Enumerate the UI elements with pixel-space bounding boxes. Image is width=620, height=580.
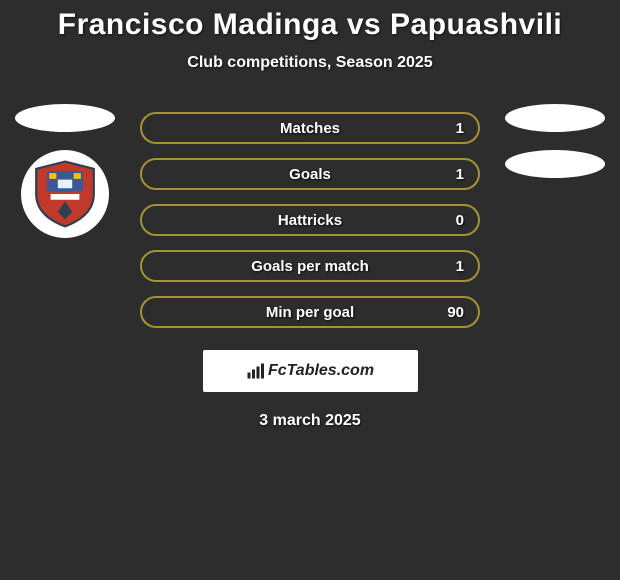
fc-dila-logo bbox=[21, 150, 109, 238]
page-title: Francisco Madinga vs Papuashvili bbox=[0, 8, 620, 42]
date-label: 3 march 2025 bbox=[0, 412, 620, 430]
brand-label: FcTables.com bbox=[268, 362, 374, 380]
stat-value: 1 bbox=[456, 120, 464, 137]
stat-label: Min per goal bbox=[266, 304, 354, 321]
stat-value: 90 bbox=[447, 304, 464, 321]
stat-row-goals-per-match: Goals per match 1 bbox=[140, 250, 480, 282]
right-column bbox=[500, 104, 610, 178]
stat-row-hattricks: Hattricks 0 bbox=[140, 204, 480, 236]
stat-value: 1 bbox=[456, 258, 464, 275]
stat-label: Goals bbox=[289, 166, 331, 183]
stat-row-matches: Matches 1 bbox=[140, 112, 480, 144]
stat-row-goals: Goals 1 bbox=[140, 158, 480, 190]
player-photo-placeholder-right-1 bbox=[505, 104, 605, 132]
left-column bbox=[10, 104, 120, 238]
stat-rows: Matches 1 Goals 1 Hattricks 0 Goals per … bbox=[140, 112, 480, 328]
subtitle: Club competitions, Season 2025 bbox=[0, 54, 620, 72]
stat-label: Matches bbox=[280, 120, 340, 137]
brand-badge[interactable]: FcTables.com bbox=[203, 350, 418, 392]
stat-row-min-per-goal: Min per goal 90 bbox=[140, 296, 480, 328]
stat-label: Goals per match bbox=[251, 258, 369, 275]
player-photo-placeholder-right-2 bbox=[505, 150, 605, 178]
brand-text: FcTables.com bbox=[246, 362, 374, 380]
player-photo-placeholder-left bbox=[15, 104, 115, 132]
content-area: Matches 1 Goals 1 Hattricks 0 Goals per … bbox=[0, 112, 620, 430]
stat-value: 1 bbox=[456, 166, 464, 183]
stat-label: Hattricks bbox=[278, 212, 342, 229]
shield-icon bbox=[29, 158, 101, 230]
comparison-card: Francisco Madinga vs Papuashvili Club co… bbox=[0, 0, 620, 430]
bar-chart-icon bbox=[246, 362, 264, 380]
stat-value: 0 bbox=[456, 212, 464, 229]
